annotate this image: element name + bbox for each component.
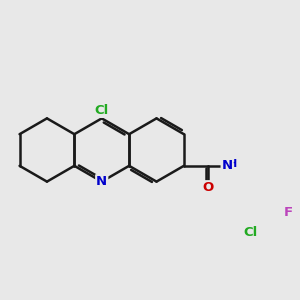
Text: O: O xyxy=(202,181,214,194)
Text: H: H xyxy=(228,159,237,169)
Text: F: F xyxy=(284,206,293,219)
Text: Cl: Cl xyxy=(94,104,109,117)
Text: N: N xyxy=(222,159,233,172)
Text: Cl: Cl xyxy=(244,226,258,239)
Text: N: N xyxy=(96,175,107,188)
